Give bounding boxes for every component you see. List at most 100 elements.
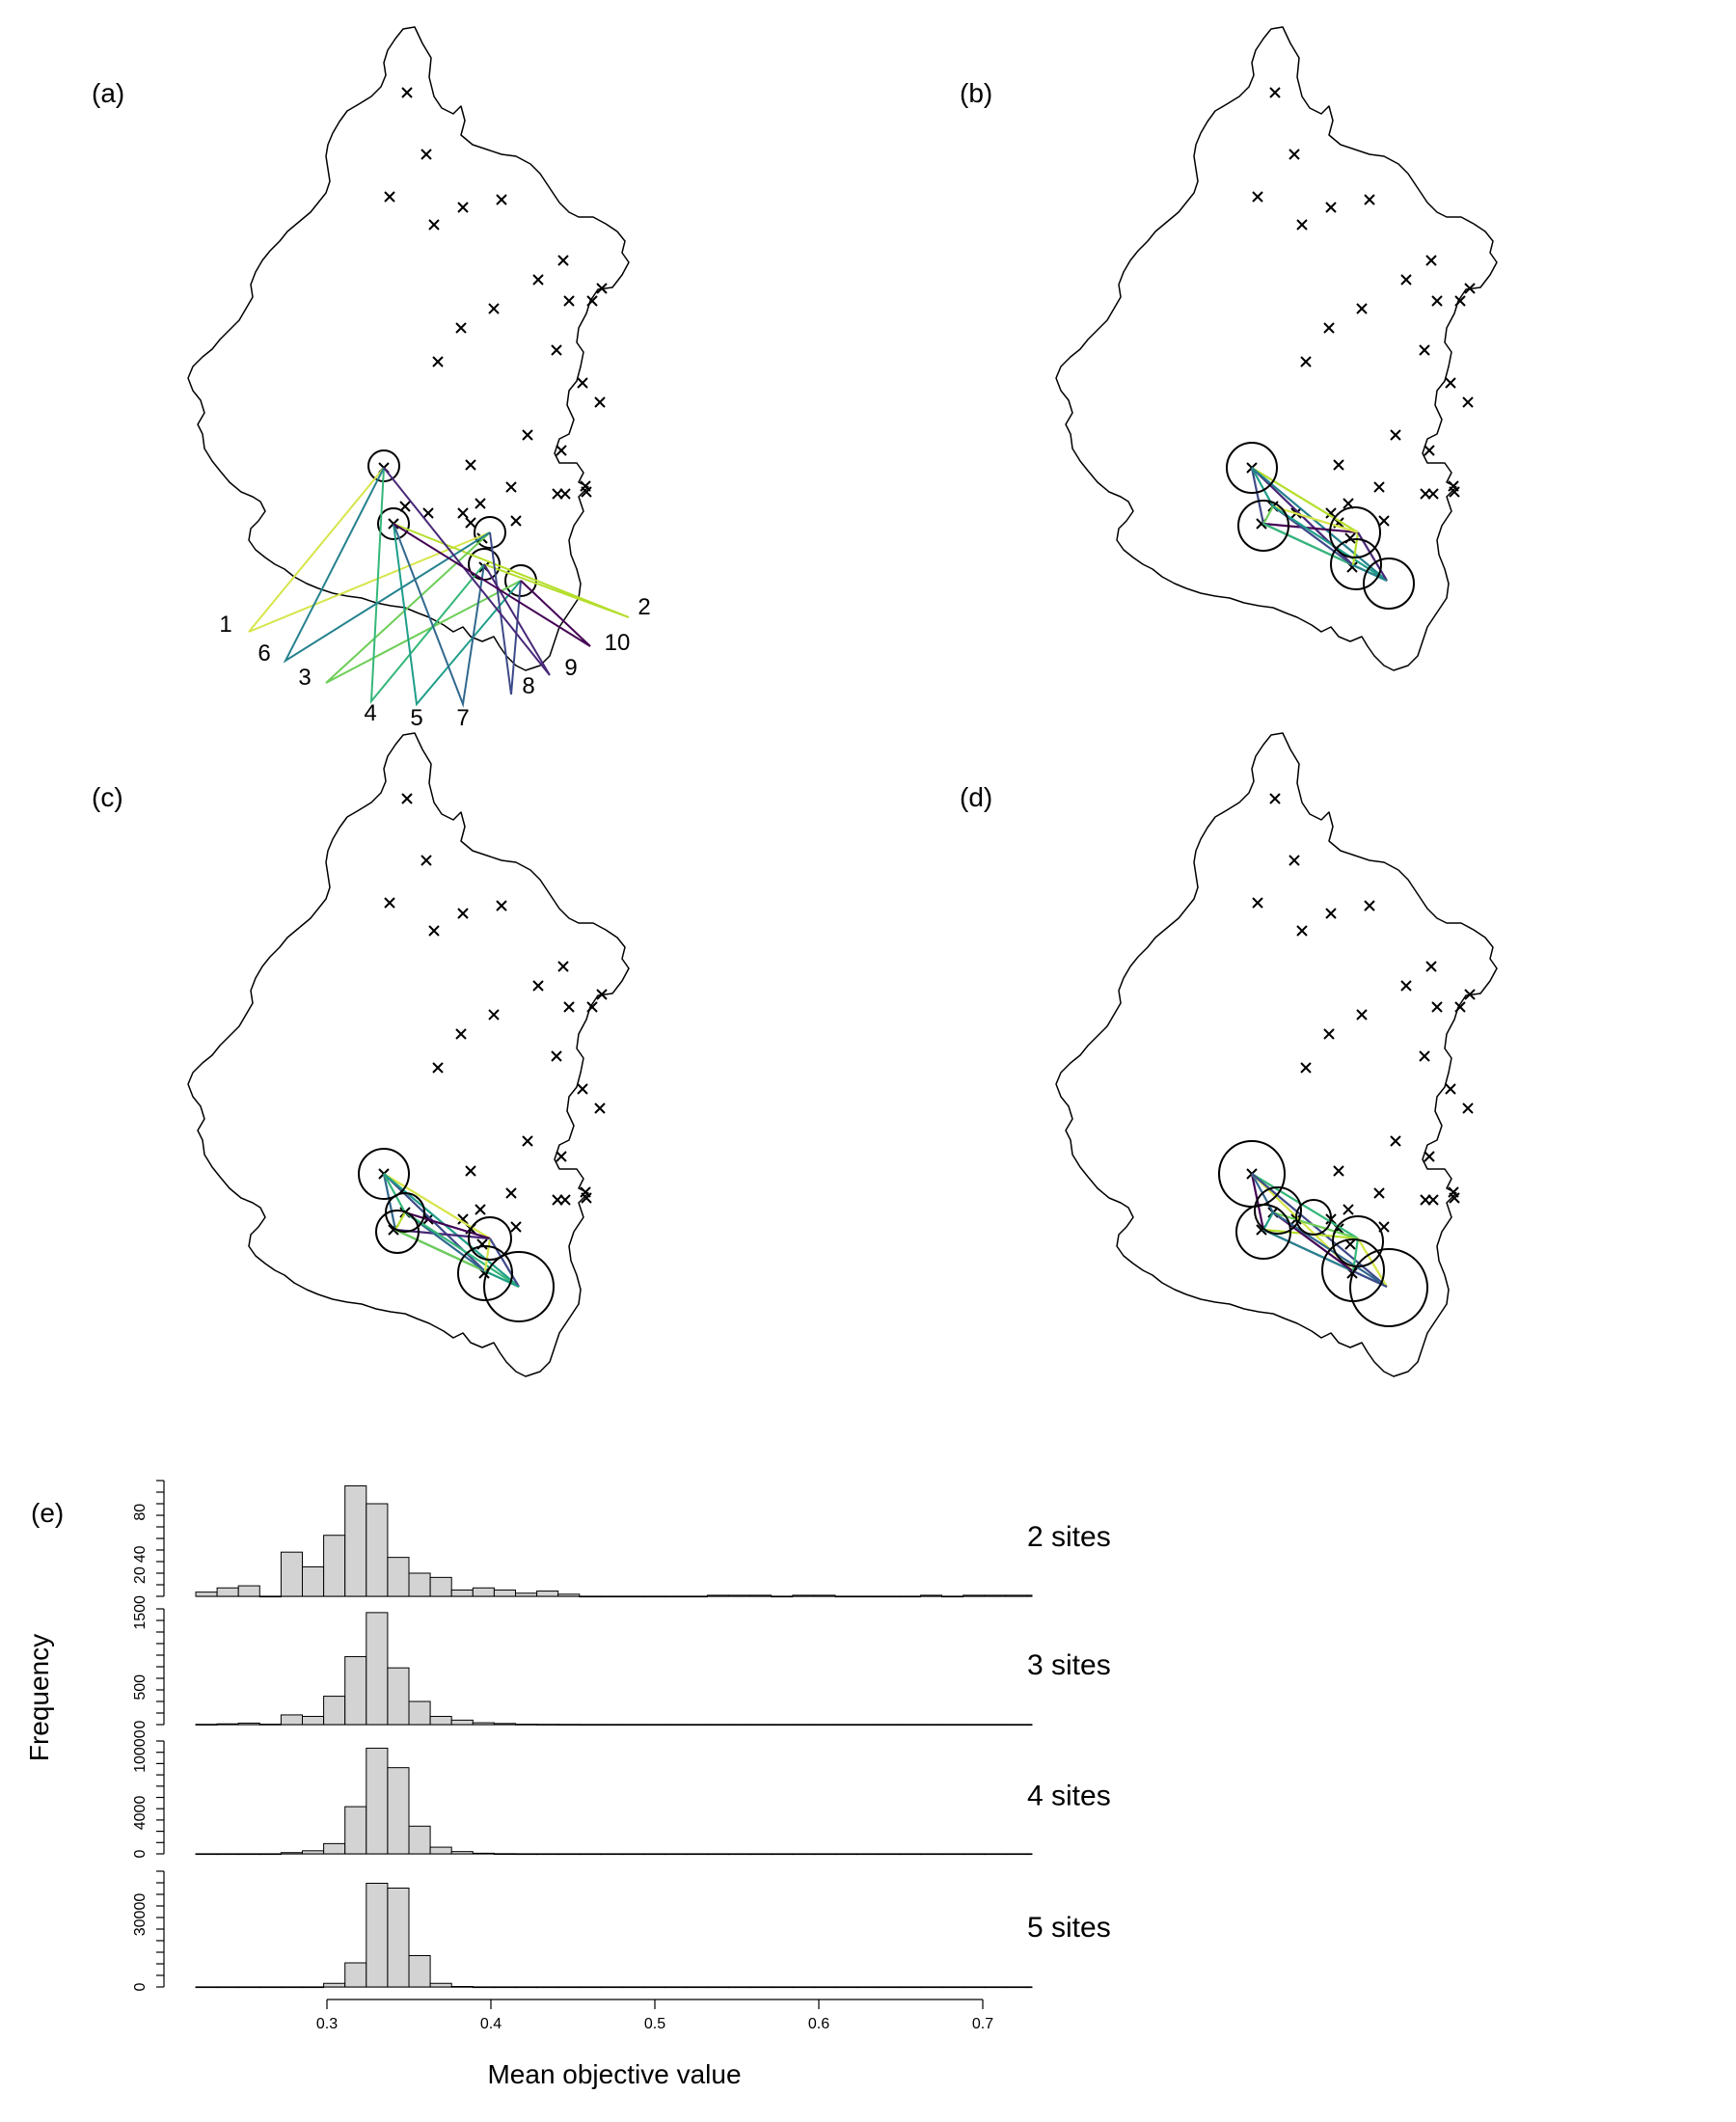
site-marker bbox=[586, 295, 598, 307]
site-marker bbox=[1269, 87, 1281, 98]
histogram-bar bbox=[1026, 1724, 1033, 1727]
histogram-bar bbox=[515, 1724, 538, 1726]
histogram-bar bbox=[984, 1594, 1007, 1597]
site-marker bbox=[465, 459, 476, 471]
site-marker bbox=[596, 989, 608, 1000]
route-label-5: 5 bbox=[410, 705, 422, 731]
histogram-bar bbox=[515, 1853, 538, 1856]
route-label-2: 2 bbox=[637, 594, 650, 620]
route-line bbox=[404, 1211, 491, 1240]
histogram-bar bbox=[536, 1724, 559, 1726]
x-tick-label: 0.4 bbox=[480, 2016, 502, 2032]
map-panel-d bbox=[1055, 732, 1498, 1377]
site-marker bbox=[1344, 1238, 1356, 1250]
histogram-bar bbox=[472, 1986, 495, 1989]
histogram-bar bbox=[963, 1853, 986, 1856]
selected-site-circle bbox=[1254, 1186, 1302, 1235]
histogram-bar bbox=[1026, 1986, 1033, 1989]
histogram-bar bbox=[941, 1724, 964, 1727]
site-marker bbox=[1323, 1028, 1335, 1040]
histogram-bar bbox=[302, 1986, 325, 1989]
site-marker bbox=[384, 191, 395, 203]
route-line bbox=[383, 1173, 406, 1213]
histogram-bar bbox=[834, 1595, 857, 1598]
histogram-bar bbox=[813, 1594, 836, 1597]
site-marker bbox=[510, 515, 522, 527]
selected-site-circle bbox=[1226, 442, 1278, 494]
site-marker bbox=[1356, 1009, 1368, 1020]
selected-site-circle bbox=[377, 507, 410, 540]
site-marker bbox=[1454, 1001, 1466, 1013]
site-marker bbox=[557, 961, 569, 972]
route-line bbox=[404, 1211, 520, 1288]
site-marker bbox=[1454, 295, 1466, 307]
histogram-bar bbox=[728, 1853, 751, 1856]
selected-site-circle bbox=[1363, 558, 1415, 610]
site-marker bbox=[1356, 303, 1368, 314]
region-outline bbox=[187, 732, 630, 1377]
site-marker bbox=[1269, 793, 1281, 804]
histogram-bar bbox=[621, 1595, 644, 1598]
route-line bbox=[383, 467, 551, 676]
y-tick-label: 10000 bbox=[132, 1729, 149, 1773]
site-marker bbox=[1445, 377, 1456, 389]
histogram-bar bbox=[941, 1986, 964, 1989]
histogram-bar bbox=[1005, 1594, 1028, 1597]
site-marker bbox=[1390, 429, 1401, 441]
route-line bbox=[1251, 1173, 1359, 1239]
site-marker bbox=[1464, 283, 1476, 294]
site-marker bbox=[457, 1213, 469, 1225]
site-marker bbox=[457, 908, 469, 919]
histogram-bar bbox=[834, 1986, 857, 1989]
site-marker bbox=[586, 1001, 598, 1013]
site-marker bbox=[420, 149, 432, 160]
site-marker bbox=[401, 793, 413, 804]
x-tick-label: 0.3 bbox=[316, 2016, 338, 2032]
histogram-bar bbox=[280, 1714, 303, 1726]
route-label-7: 7 bbox=[456, 705, 469, 731]
histogram-bar bbox=[749, 1853, 773, 1856]
histogram-bar bbox=[195, 1986, 218, 1989]
site-marker bbox=[1449, 1192, 1460, 1204]
selected-site-circle bbox=[385, 1192, 425, 1233]
histogram-bar bbox=[344, 1656, 367, 1726]
y-axis-title: Frequency bbox=[24, 1634, 54, 1761]
site-marker bbox=[557, 255, 569, 266]
route-line bbox=[283, 467, 491, 664]
y-tick-label: 4000 bbox=[132, 1796, 149, 1831]
histogram-bar bbox=[323, 1842, 346, 1855]
histogram-bar bbox=[877, 1986, 900, 1989]
histogram-bar bbox=[579, 1595, 602, 1598]
y-tick-label: 30000 bbox=[132, 1893, 149, 1937]
route-line bbox=[1262, 522, 1359, 534]
route-line bbox=[1251, 467, 1359, 533]
route-line bbox=[393, 523, 485, 708]
site-marker bbox=[594, 396, 606, 408]
histogram-bar bbox=[493, 1853, 517, 1855]
site-marker bbox=[1325, 908, 1337, 919]
site-marker bbox=[457, 202, 469, 213]
histogram-bar bbox=[728, 1594, 751, 1597]
histogram-bar bbox=[216, 1853, 239, 1856]
y-tick-label: 20 bbox=[132, 1566, 149, 1584]
route-line bbox=[1351, 531, 1360, 566]
route-line bbox=[1272, 504, 1359, 534]
site-marker bbox=[1419, 344, 1430, 356]
site-marker bbox=[1445, 1083, 1456, 1095]
site-marker bbox=[1364, 900, 1375, 911]
site-marker bbox=[1333, 459, 1344, 471]
histogram-row-5-sites: 0 30000 5 sites bbox=[132, 1870, 1111, 1991]
panel-label-a: (a) bbox=[92, 78, 124, 108]
histogram-bar bbox=[366, 1747, 389, 1855]
histogram-bar bbox=[855, 1986, 879, 1989]
y-tick-label: 40 bbox=[132, 1545, 149, 1563]
histogram-bar bbox=[280, 1852, 303, 1855]
route-label-10: 10 bbox=[605, 630, 631, 656]
histogram-bar bbox=[195, 1592, 218, 1597]
site-marker bbox=[1300, 356, 1312, 367]
y-tick-label: 500 bbox=[132, 1674, 149, 1700]
histogram-bar bbox=[1005, 1986, 1028, 1989]
histogram-bar bbox=[344, 1962, 367, 1988]
histogram-bar bbox=[728, 1724, 751, 1727]
histogram-bar bbox=[919, 1853, 943, 1856]
